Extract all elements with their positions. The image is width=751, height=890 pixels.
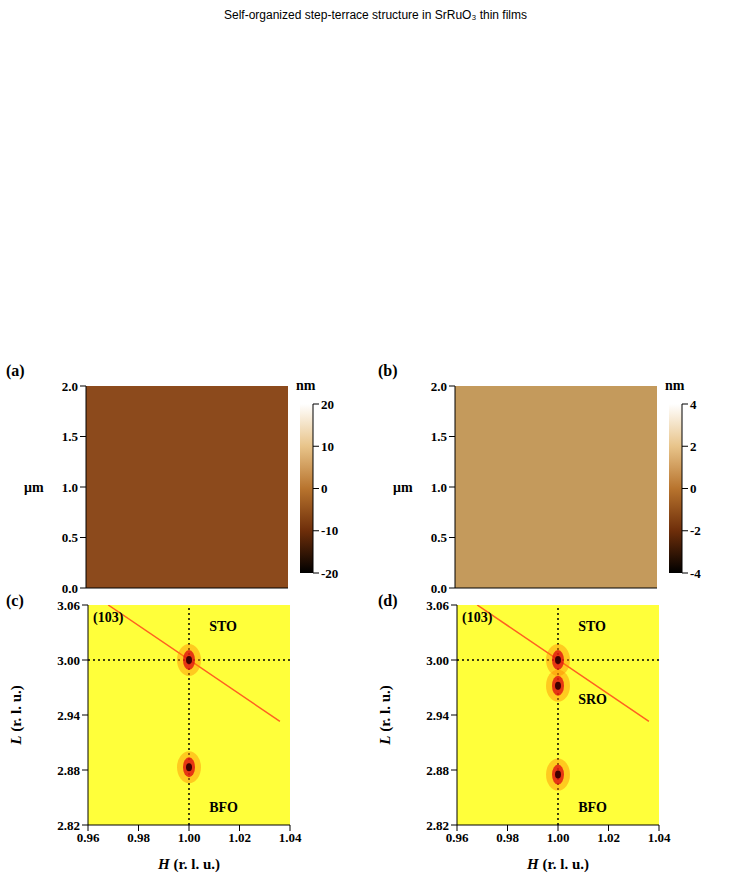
- html-text:nm: nm: [296, 378, 316, 393]
- svg-text:BFO: BFO: [209, 800, 238, 815]
- svg-text:H (r. l. u.): H (r. l. u.): [157, 856, 220, 873]
- svg-text:2.82: 2.82: [426, 818, 449, 833]
- svg-text:L (r. l. u.): L (r. l. u.): [8, 685, 25, 745]
- svg-text:-4: -4: [690, 566, 701, 581]
- svg-text:4: 4: [690, 397, 697, 412]
- svg-text:1.04: 1.04: [648, 830, 671, 845]
- svg-text:SRO: SRO: [578, 692, 607, 707]
- svg-text:3.06: 3.06: [426, 598, 449, 613]
- svg-text:0.5: 0.5: [62, 530, 79, 545]
- svg-text:H (r. l. u.): H (r. l. u.): [526, 856, 589, 873]
- svg-text:1.02: 1.02: [228, 830, 251, 845]
- svg-text:-10: -10: [321, 523, 338, 538]
- svg-text:μm: μm: [393, 480, 413, 495]
- svg-text:1.04: 1.04: [279, 830, 302, 845]
- svg-text:2.94: 2.94: [426, 708, 449, 723]
- svg-text:0.5: 0.5: [431, 530, 448, 545]
- html-text:(c): (c): [6, 592, 24, 609]
- svg-text:1.5: 1.5: [62, 429, 79, 444]
- html-text:(a): (a): [6, 362, 25, 379]
- svg-text:0.98: 0.98: [496, 830, 519, 845]
- svg-text:0.96: 0.96: [446, 830, 469, 845]
- svg-text:3.06: 3.06: [57, 598, 80, 613]
- svg-text:2.82: 2.82: [57, 818, 80, 833]
- svg-text:0.0: 0.0: [62, 581, 78, 596]
- html-text:nm: nm: [665, 378, 685, 393]
- svg-text:μm: μm: [24, 480, 44, 495]
- svg-text:3.00: 3.00: [426, 653, 449, 668]
- svg-text:3.00: 3.00: [57, 653, 80, 668]
- svg-text:2: 2: [690, 439, 697, 454]
- svg-text:1.0: 1.0: [431, 480, 447, 495]
- svg-text:2.88: 2.88: [426, 763, 449, 778]
- svg-text:2.0: 2.0: [62, 379, 78, 394]
- html-text:(b): (b): [378, 362, 398, 379]
- svg-text:20: 20: [321, 397, 334, 412]
- svg-text:0.0: 0.0: [431, 581, 447, 596]
- svg-text:STO: STO: [209, 619, 237, 634]
- svg-text:0.96: 0.96: [77, 830, 100, 845]
- svg-text:0: 0: [321, 481, 328, 496]
- svg-text:1.00: 1.00: [547, 830, 570, 845]
- html-text:Self-organized step-terrace st: Self-organized step-terrace structure in…: [224, 8, 527, 22]
- svg-text:0.98: 0.98: [127, 830, 150, 845]
- svg-text:BFO: BFO: [578, 800, 607, 815]
- svg-text:1.0: 1.0: [62, 480, 78, 495]
- svg-text:1.02: 1.02: [597, 830, 620, 845]
- svg-text:(103): (103): [93, 610, 124, 626]
- svg-text:(103): (103): [462, 610, 493, 626]
- svg-text:-20: -20: [321, 566, 338, 581]
- svg-text:1.5: 1.5: [431, 429, 448, 444]
- svg-text:0: 0: [690, 481, 697, 496]
- svg-text:-2: -2: [690, 523, 701, 538]
- html-text:(d): (d): [378, 592, 398, 609]
- svg-text:2.94: 2.94: [57, 708, 80, 723]
- svg-text:2.88: 2.88: [57, 763, 80, 778]
- svg-text:2.0: 2.0: [431, 379, 447, 394]
- svg-text:1.00: 1.00: [178, 830, 201, 845]
- svg-text:STO: STO: [578, 619, 606, 634]
- svg-text:L (r. l. u.): L (r. l. u.): [377, 685, 394, 745]
- svg-text:10: 10: [321, 439, 334, 454]
